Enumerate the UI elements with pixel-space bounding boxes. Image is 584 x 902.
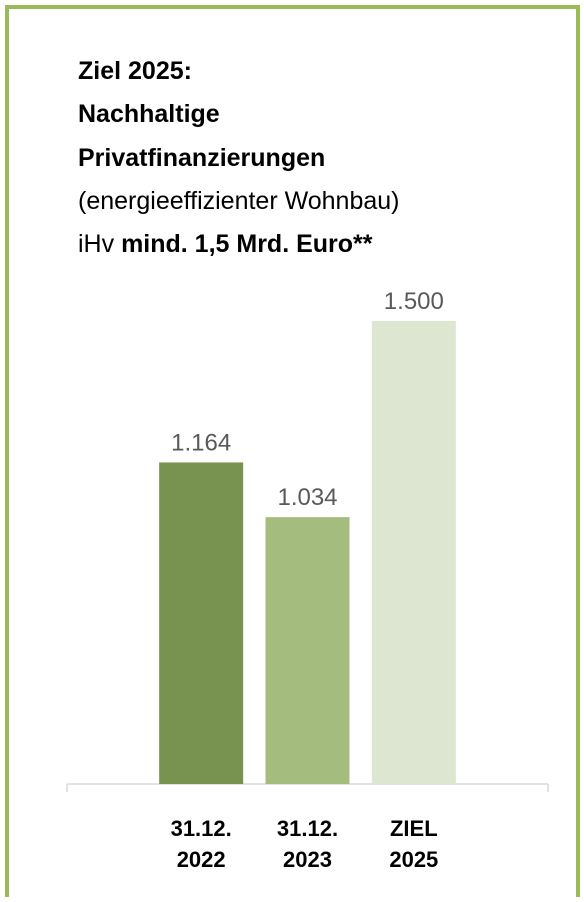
x-tick-label: 31.12. 2023 bbox=[277, 816, 338, 872]
x-tick-label: 31.12. 2022 bbox=[171, 816, 232, 872]
annotation-emphasis: mind. 1,5 Mrd. Euro** bbox=[121, 230, 373, 258]
x-tick-label-line: 31.12. bbox=[277, 816, 338, 841]
x-tick-label-line: 31.12. bbox=[171, 816, 232, 841]
annotation-prefix: iHv bbox=[78, 230, 115, 258]
x-tick-label-line: ZIEL bbox=[390, 816, 438, 841]
title-line: Nachhaltige bbox=[78, 100, 220, 128]
bar bbox=[371, 321, 456, 784]
bar bbox=[159, 462, 244, 784]
bar bbox=[265, 517, 350, 784]
value-label: 1.034 bbox=[277, 484, 337, 511]
x-tick-label-line: 2023 bbox=[283, 847, 332, 872]
title-line: Ziel 2025: bbox=[78, 57, 192, 85]
subtitle: (energieeffizienter Wohnbau) bbox=[78, 187, 400, 215]
frame bbox=[5, 5, 580, 897]
value-label: 1.500 bbox=[384, 288, 444, 315]
annotation: iHv mind. 1,5 Mrd. Euro** bbox=[78, 230, 373, 258]
x-tick-label-line: 2025 bbox=[389, 847, 438, 872]
x-tick-label: ZIEL 2025 bbox=[389, 816, 438, 872]
title-block: Ziel 2025: Nachhaltige Privatfinanzierun… bbox=[78, 57, 400, 258]
x-tick-label-line: 2022 bbox=[177, 847, 226, 872]
title-line: Privatfinanzierungen bbox=[78, 144, 325, 172]
value-label: 1.164 bbox=[171, 429, 231, 456]
